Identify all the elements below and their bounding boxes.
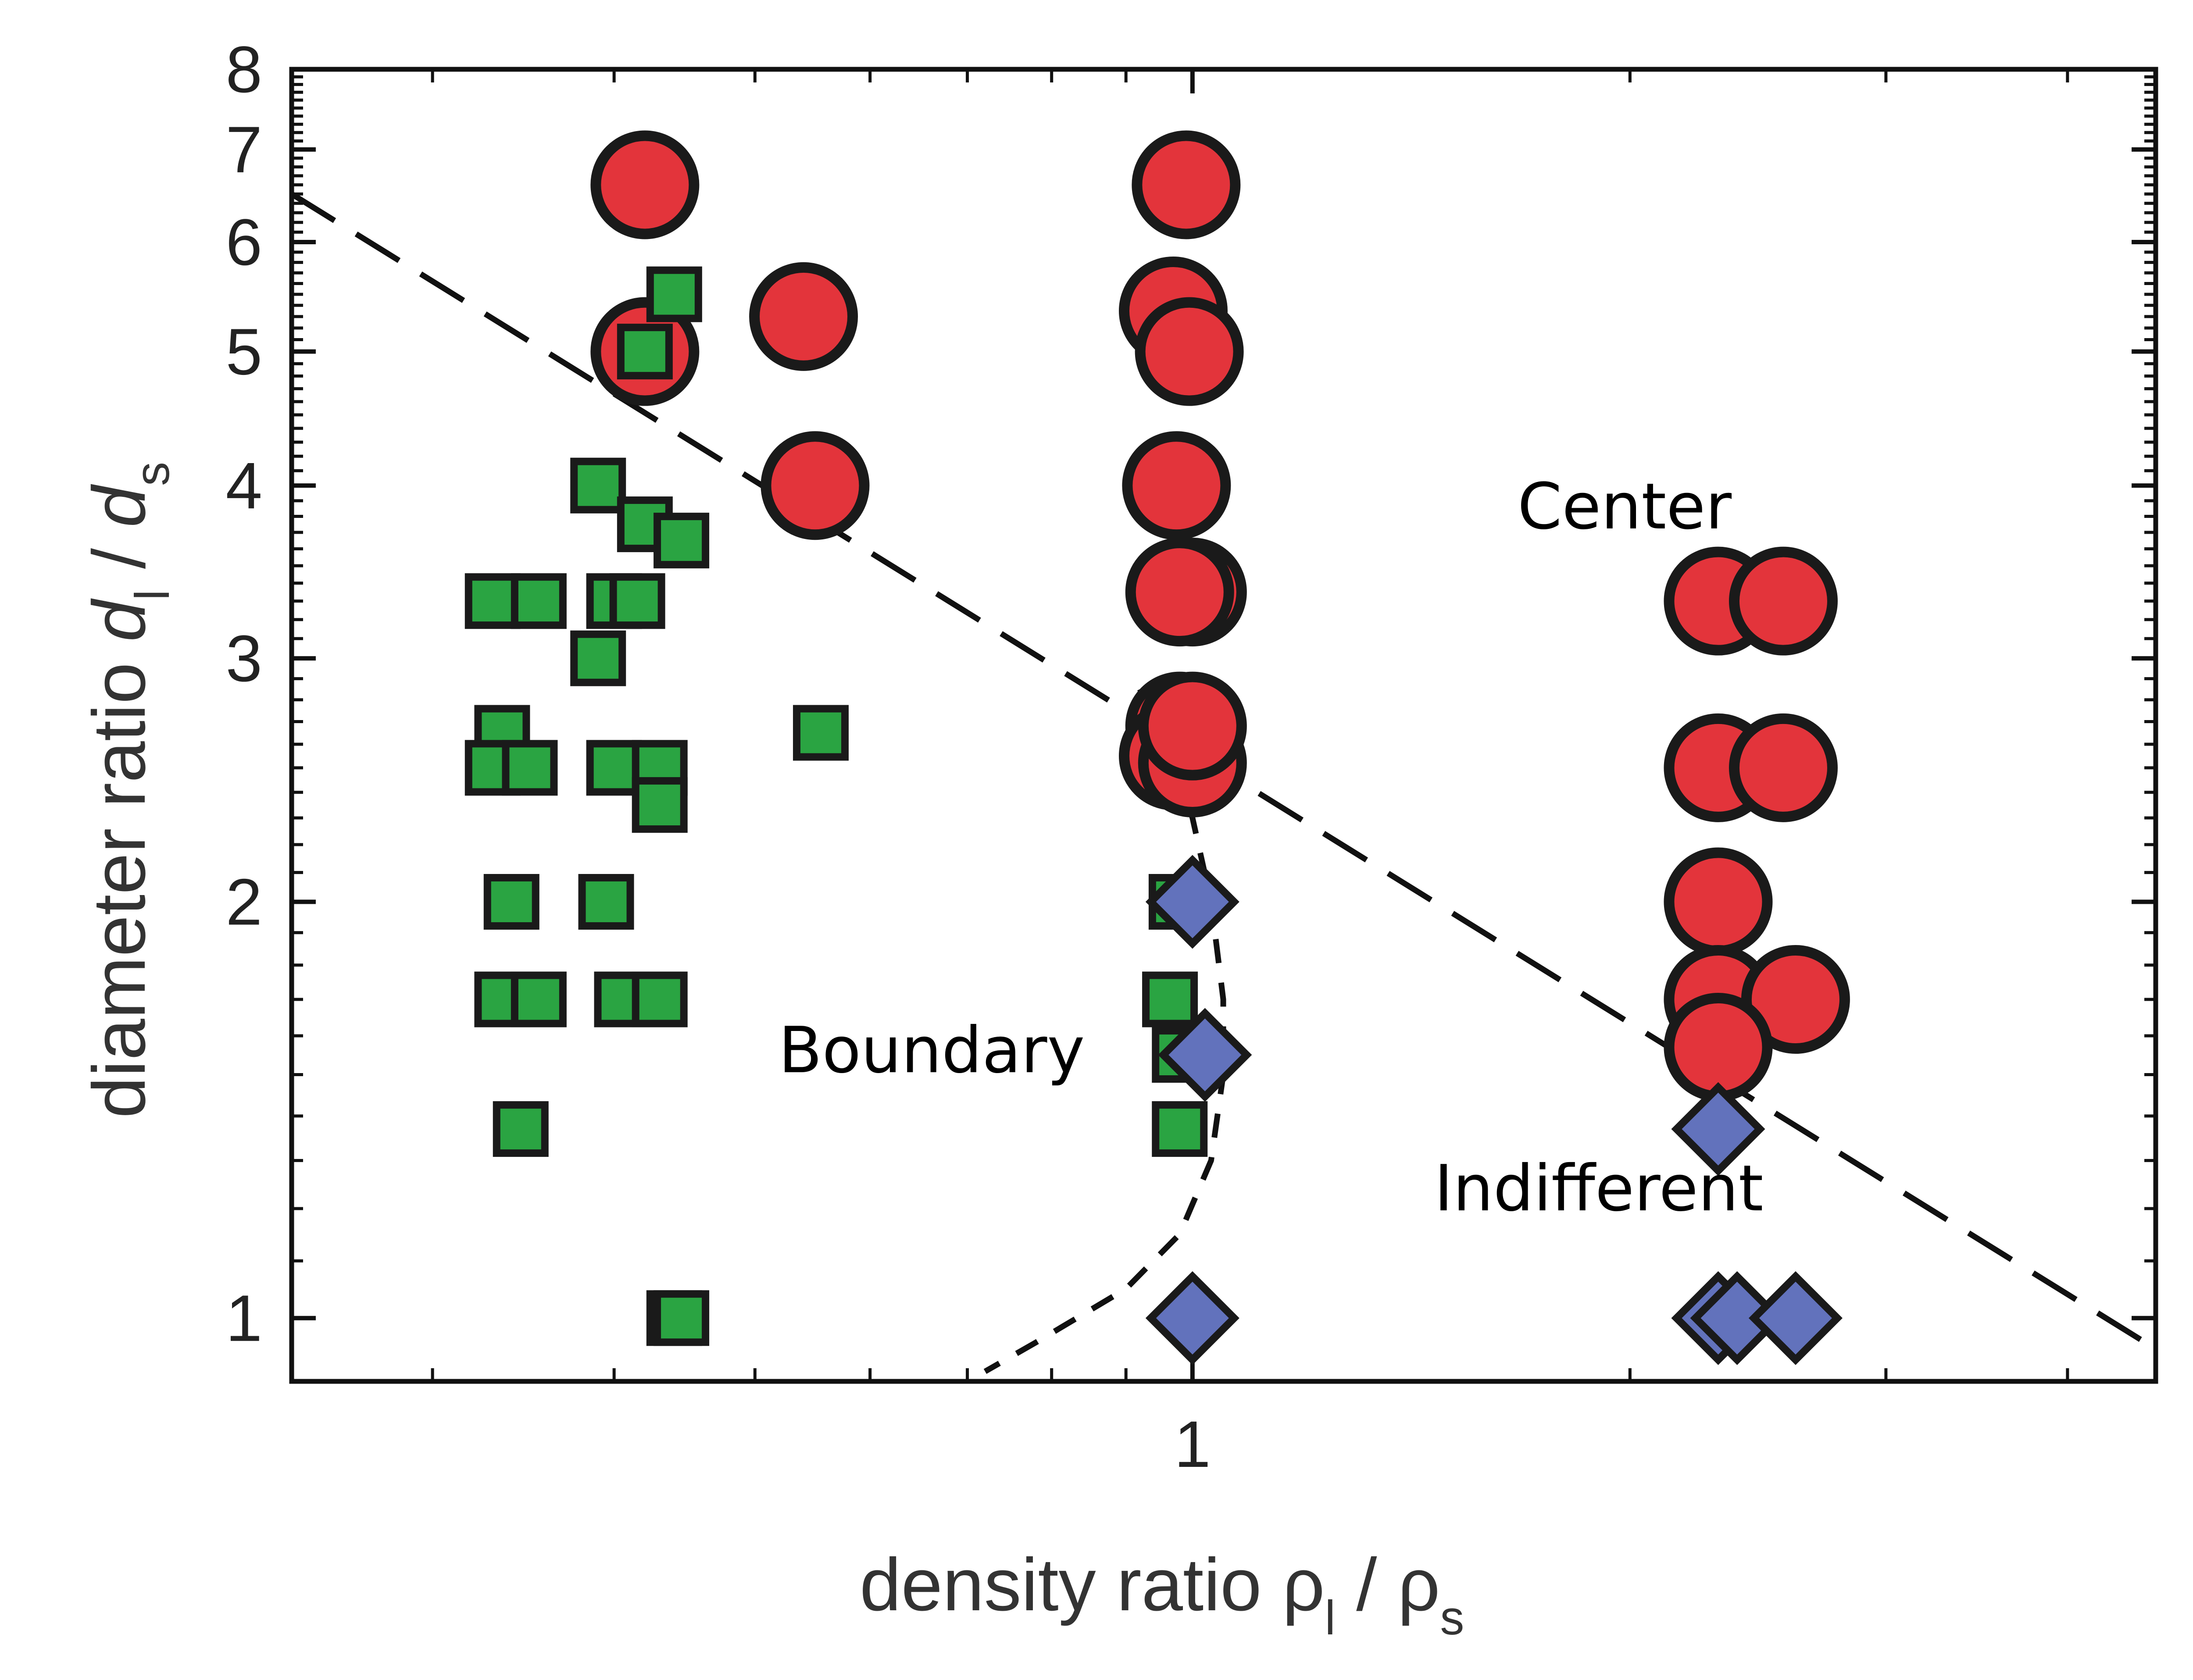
plot-frame <box>289 67 2158 1384</box>
circle-point <box>1729 546 1838 656</box>
square-point <box>493 1101 549 1157</box>
square-point <box>511 573 567 629</box>
square-point <box>483 874 539 930</box>
circle-point <box>1664 992 1773 1102</box>
region-label-boundary: Boundary <box>779 1013 1085 1088</box>
square-point <box>502 740 558 796</box>
diamond-point <box>1671 1082 1765 1176</box>
square-point <box>464 573 521 629</box>
x-axis-title: density ratio ρl / ρs <box>860 1543 1464 1645</box>
y-tick-label: 5 <box>226 315 262 389</box>
x-tick-labels: 1 <box>1174 1407 1211 1481</box>
square-point <box>570 630 626 686</box>
diamond-point <box>1145 1271 1239 1365</box>
circle-point <box>590 130 700 239</box>
circle-point <box>1135 297 1244 406</box>
y-tick-label: 3 <box>226 621 262 695</box>
y-tick-label: 2 <box>226 865 262 938</box>
region-label-indifferent: Indifferent <box>1434 1152 1764 1226</box>
square-point <box>1142 971 1198 1027</box>
circle-point <box>749 262 858 371</box>
diamond-point <box>1145 855 1239 949</box>
square-point <box>654 1290 710 1346</box>
square-point <box>646 266 702 322</box>
square-point <box>1152 1101 1208 1157</box>
square-point <box>793 705 849 761</box>
y-tick-label: 8 <box>226 32 262 106</box>
data-points <box>464 130 1850 1365</box>
y-tick-label: 7 <box>226 113 262 186</box>
y-tick-label: 6 <box>226 205 262 279</box>
diamond-point <box>1158 1008 1252 1102</box>
circle-point <box>1664 847 1773 956</box>
circle-point <box>1729 713 1838 822</box>
circle-point <box>1741 945 1850 1054</box>
circle-point <box>1122 431 1231 540</box>
y-axis-title: diameter ratio dl / ds <box>78 462 179 1118</box>
circle-point <box>1138 671 1247 781</box>
x-tick-label: 1 <box>1174 1407 1211 1481</box>
y-tick-label: 1 <box>226 1281 262 1355</box>
square-point <box>654 513 710 569</box>
square-point <box>632 777 688 833</box>
square-point <box>617 324 673 380</box>
circle-point <box>761 431 870 540</box>
square-point <box>609 573 665 629</box>
square-point <box>570 457 626 514</box>
circle-point <box>1125 538 1234 647</box>
y-tick-labels: 1 2 3 4 5 6 78 <box>226 32 262 1355</box>
diamond-point <box>1748 1271 1843 1365</box>
circle-point <box>1132 130 1241 239</box>
square-point <box>586 740 642 796</box>
square-point <box>632 971 688 1027</box>
y-tick-label: 4 <box>226 449 262 522</box>
square-point <box>511 971 567 1027</box>
square-point <box>578 874 634 930</box>
region-label-center: Center <box>1518 470 1732 544</box>
